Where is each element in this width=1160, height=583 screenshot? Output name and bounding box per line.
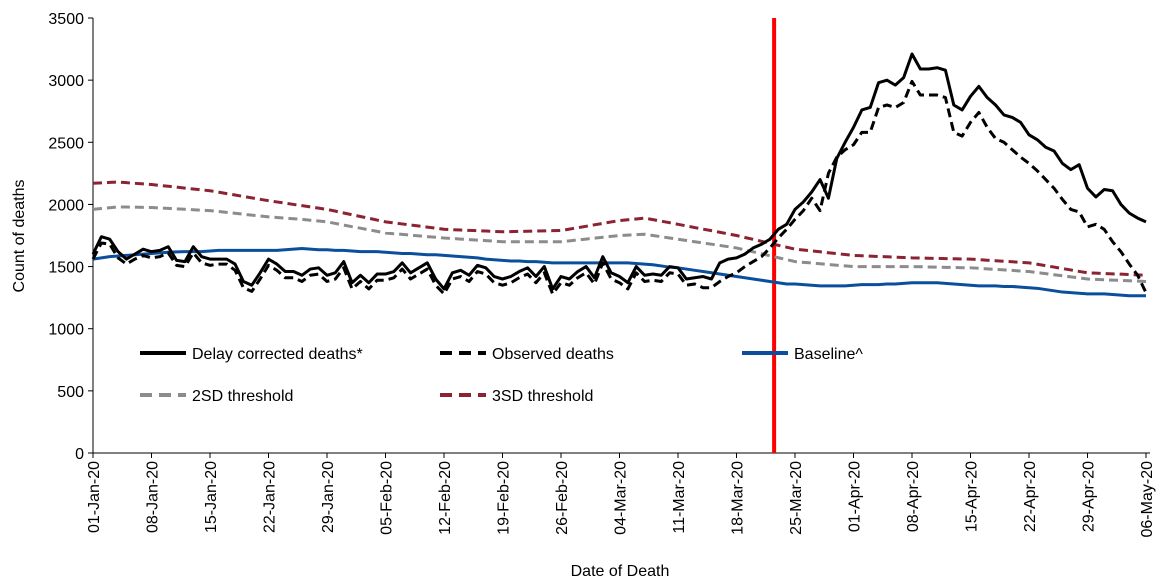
x-tick-label: 22-Jan-20 (262, 461, 279, 533)
series-line (92, 247, 1146, 298)
y-tick-label: 2000 (48, 197, 84, 214)
x-tick-label: 05-Feb-20 (379, 461, 396, 535)
series-line (92, 205, 1147, 283)
x-tick-label: 18-Mar-20 (730, 461, 747, 535)
y-tick-label: 0 (75, 446, 84, 463)
y-tick-label: 500 (57, 384, 84, 401)
series-line (92, 180, 1147, 277)
y-tick-label: 1500 (48, 260, 84, 277)
x-tick-label: 15-Apr-20 (964, 461, 981, 532)
x-tick-label: 06-May-20 (1139, 461, 1156, 538)
legend-label: Delay corrected deaths* (192, 346, 363, 363)
x-tick-label: 22-Apr-20 (1022, 461, 1039, 532)
series-line (91, 79, 1148, 296)
x-tick-label: 29-Apr-20 (1081, 461, 1098, 532)
y-tick-label: 3000 (48, 73, 84, 90)
x-tick-label: 26-Feb-20 (554, 461, 571, 535)
y-axis-title: Count of deaths (11, 180, 28, 293)
x-tick-label: 29-Jan-20 (320, 461, 337, 533)
legend-label: 3SD threshold (492, 388, 593, 405)
legend-label: Observed deaths (492, 346, 614, 363)
x-tick-label: 15-Jan-20 (203, 461, 220, 533)
x-tick-label: 04-Mar-20 (613, 461, 630, 535)
legend-label: Baseline^ (794, 346, 863, 363)
y-tick-label: 3500 (48, 11, 84, 28)
x-tick-label: 08-Apr-20 (905, 461, 922, 532)
x-tick-label: 25-Mar-20 (788, 461, 805, 535)
x-tick-label: 19-Feb-20 (496, 461, 513, 535)
y-tick-label: 1000 (48, 322, 84, 339)
x-axis-title: Date of Death (571, 563, 670, 580)
y-tick-label: 2500 (48, 135, 84, 152)
x-tick-label: 11-Mar-20 (671, 461, 688, 534)
x-tick-label: 12-Feb-20 (437, 461, 454, 535)
x-tick-label: 01-Apr-20 (847, 461, 864, 532)
x-tick-label: 08-Jan-20 (145, 461, 162, 533)
x-tick-label: 01-Jan-20 (86, 461, 103, 533)
legend-label: 2SD threshold (192, 388, 293, 405)
series-line (91, 52, 1147, 291)
